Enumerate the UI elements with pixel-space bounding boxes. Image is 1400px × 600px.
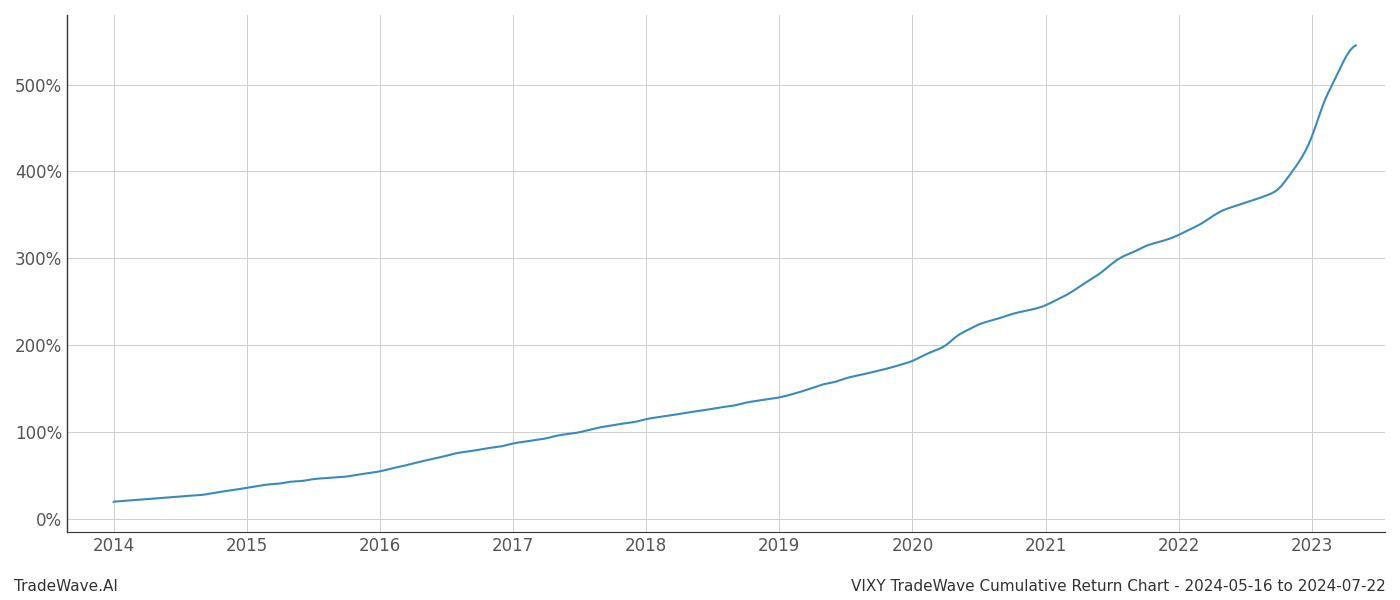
Text: VIXY TradeWave Cumulative Return Chart - 2024-05-16 to 2024-07-22: VIXY TradeWave Cumulative Return Chart -… [851,579,1386,594]
Text: TradeWave.AI: TradeWave.AI [14,579,118,594]
